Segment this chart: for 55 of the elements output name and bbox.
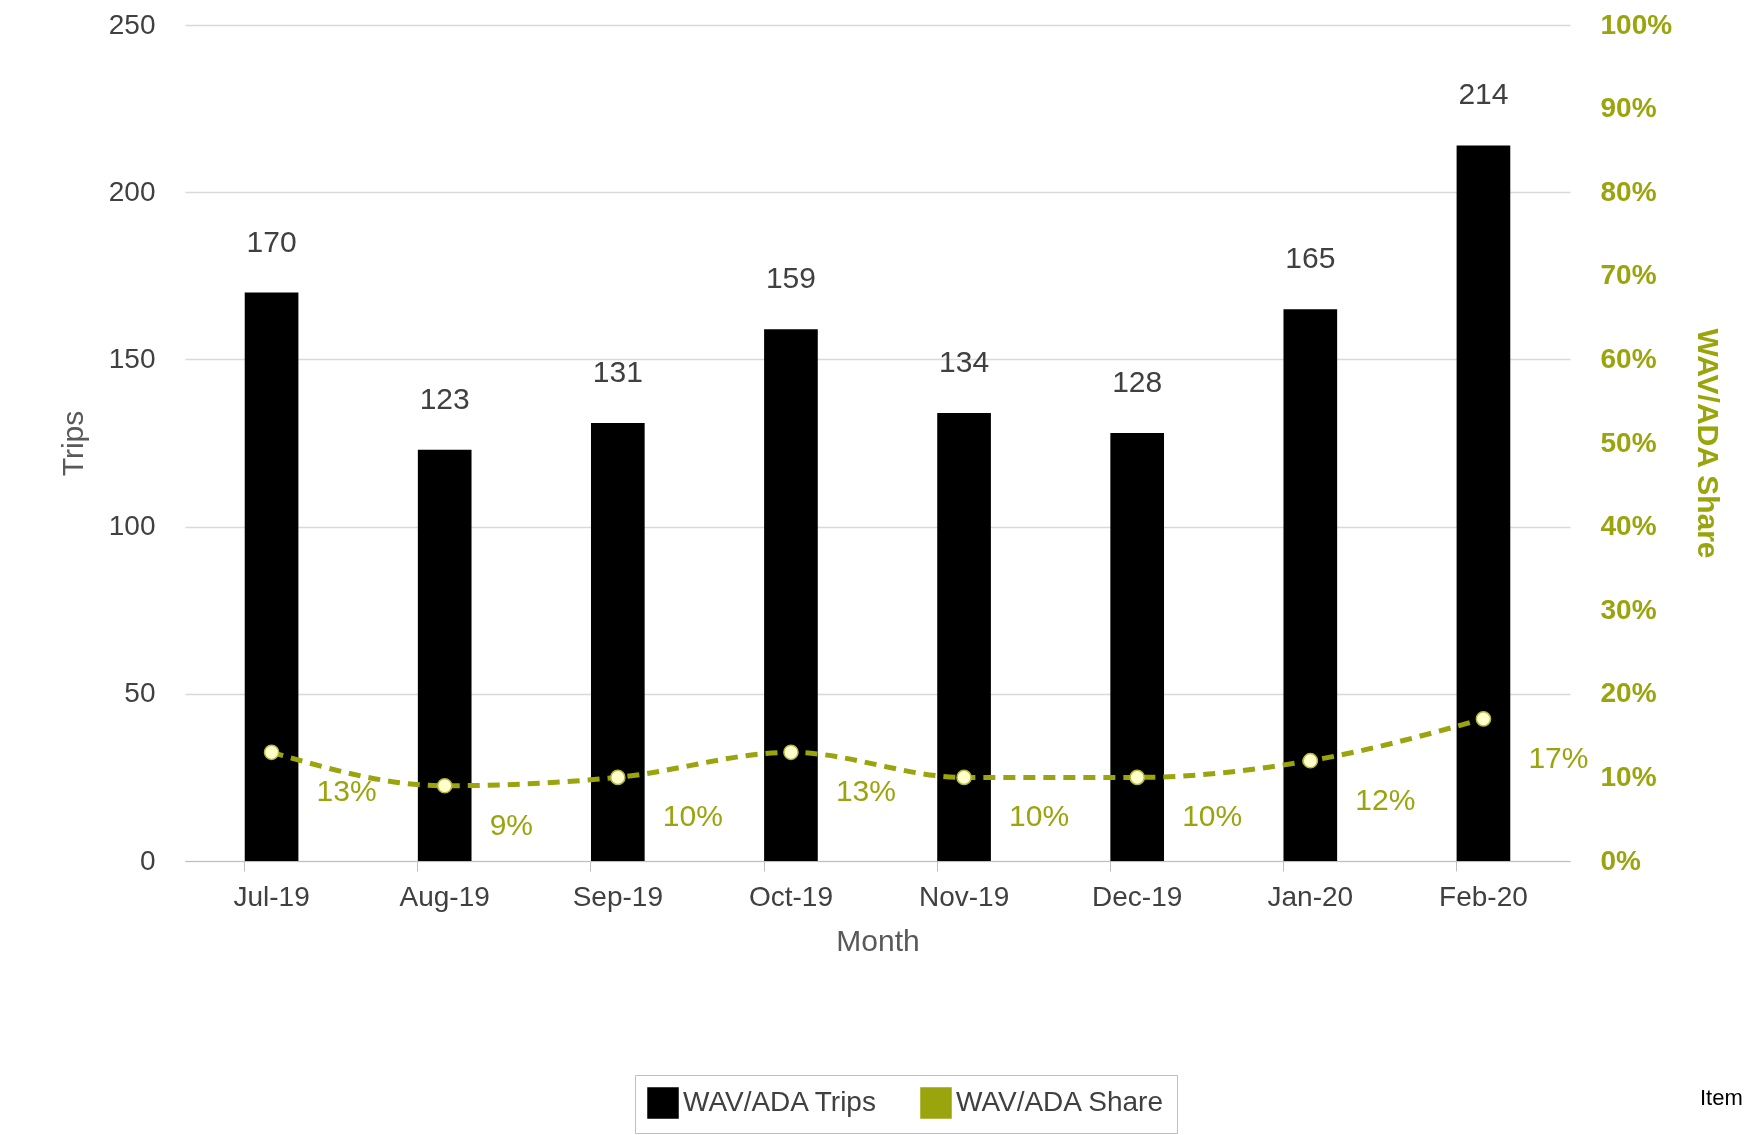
legend-label: WAV/ADA Trips (683, 1086, 876, 1117)
y-tick-label: 250 (108, 8, 156, 40)
data-label: 17% (1528, 740, 1589, 774)
data-label: 13% (835, 774, 896, 808)
y2-tick-label: 20% (1600, 677, 1657, 709)
data-label: 128 (1112, 364, 1163, 398)
y2-tick-label: 10% (1600, 760, 1657, 792)
data-label: 131 (592, 354, 643, 388)
y-tick-label: 150 (108, 342, 156, 374)
x-tick-label: Dec-19 (1092, 880, 1183, 912)
x-tick-label: Feb-20 (1439, 880, 1528, 912)
y2-axis-title: WAV/ADA Share (1692, 328, 1726, 559)
legend-label: WAV/ADA Share (956, 1086, 1163, 1117)
bar (937, 412, 991, 861)
bar (417, 449, 472, 861)
x-axis-title: Month (836, 923, 920, 957)
bar (1456, 145, 1511, 861)
x-tick-label: Jan-20 (1267, 880, 1354, 912)
data-label: 165 (1285, 241, 1336, 275)
y-tick-label: 50 (124, 677, 156, 709)
y2-tick-label: 60% (1600, 342, 1657, 374)
data-label: 10% (1009, 799, 1070, 833)
bar (1283, 309, 1338, 861)
y2-tick-label: 40% (1600, 510, 1657, 542)
data-label: 214 (1458, 77, 1509, 111)
bar (244, 292, 299, 861)
data-label: 123 (419, 381, 470, 415)
data-label: 10% (662, 799, 723, 833)
x-tick-label: Oct-19 (748, 880, 833, 912)
bar (590, 422, 645, 861)
y-tick-label: 0 (139, 844, 156, 876)
y2-tick-label: 100% (1600, 8, 1673, 40)
data-label: 170 (246, 224, 297, 258)
y2-tick-label: 80% (1600, 175, 1657, 207)
data-label: 159 (765, 261, 816, 295)
x-tick-label: Sep-19 (572, 880, 663, 912)
y2-tick-label: 30% (1600, 593, 1657, 625)
text: Item (1700, 1085, 1743, 1111)
y-tick-label: 100 (108, 510, 156, 542)
x-tick-label: Nov-19 (918, 880, 1010, 912)
data-label: 10% (1182, 799, 1243, 833)
data-label: 12% (1355, 782, 1416, 816)
y2-tick-label: 70% (1600, 259, 1657, 291)
y2-tick-label: 0% (1600, 844, 1642, 876)
bar (1110, 432, 1165, 861)
data-label: 13% (316, 774, 377, 808)
data-label: 134 (939, 344, 990, 378)
y-tick-label: 200 (108, 175, 156, 207)
y2-tick-label: 50% (1600, 426, 1657, 458)
x-tick-label: Jul-19 (233, 880, 310, 912)
y2-tick-label: 90% (1600, 92, 1657, 124)
bar (764, 329, 818, 861)
data-label: 9% (489, 807, 534, 841)
x-tick-label: Aug-19 (399, 880, 490, 912)
y-axis-title: Trips (55, 410, 89, 477)
